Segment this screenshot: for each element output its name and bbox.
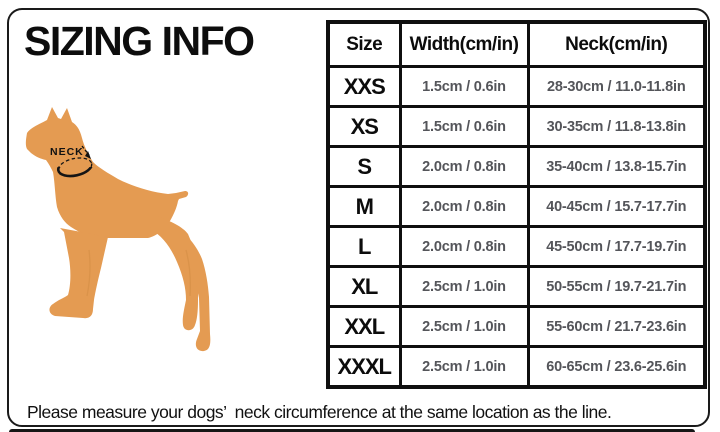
width-cell: 2.5cm / 1.0in bbox=[398, 345, 530, 389]
table-row: XXL 2.5cm / 1.0in 55-60cm / 21.7-23.6in bbox=[326, 305, 707, 348]
header-cell-neck: Neck(cm/in) bbox=[526, 20, 707, 68]
width-cell: 2.0cm / 0.8in bbox=[398, 145, 530, 188]
size-cell: S bbox=[326, 145, 402, 188]
size-cell: M bbox=[326, 185, 402, 228]
table-row: XL 2.5cm / 1.0in 50-55cm / 19.7-21.7in bbox=[326, 265, 707, 308]
collar-line-dashed bbox=[57, 157, 93, 167]
page-title: SIZING INFO bbox=[24, 18, 255, 64]
table-row: XXXL 2.5cm / 1.0in 60-65cm / 23.6-25.6in bbox=[326, 345, 707, 389]
neck-arrow-head bbox=[85, 151, 91, 159]
width-cell: 2.5cm / 1.0in bbox=[398, 305, 530, 348]
table-row: M 2.0cm / 0.8in 40-45cm / 15.7-17.7in bbox=[326, 185, 707, 228]
neck-cell: 40-45cm / 15.7-17.7in bbox=[526, 185, 707, 228]
table-row: S 2.0cm / 0.8in 35-40cm / 13.8-15.7in bbox=[326, 145, 707, 188]
neck-cell: 55-60cm / 21.7-23.6in bbox=[526, 305, 707, 348]
dog-illustration: NECK bbox=[20, 100, 230, 355]
dog-hind-leg-far bbox=[161, 222, 211, 352]
bottom-divider-bar bbox=[9, 429, 695, 432]
size-cell: L bbox=[326, 225, 402, 268]
width-cell: 2.5cm / 1.0in bbox=[398, 265, 530, 308]
width-cell: 2.0cm / 0.8in bbox=[398, 185, 530, 228]
size-cell: XXXL bbox=[326, 345, 402, 389]
size-cell: XXL bbox=[326, 305, 402, 348]
collar-line-solid bbox=[56, 167, 94, 178]
dog-svg: NECK bbox=[25, 107, 211, 352]
size-cell: XS bbox=[326, 105, 402, 148]
header-cell-width: Width(cm/in) bbox=[398, 20, 530, 68]
dog-front-leg bbox=[49, 228, 108, 319]
table-row: XXS 1.5cm / 0.6in 28-30cm / 11.0-11.8in bbox=[326, 65, 707, 108]
table-row: XS 1.5cm / 0.6in 30-35cm / 11.8-13.8in bbox=[326, 105, 707, 148]
neck-cell: 30-35cm / 11.8-13.8in bbox=[526, 105, 707, 148]
neck-cell: 45-50cm / 17.7-19.7in bbox=[526, 225, 707, 268]
hind-leg-seam bbox=[185, 249, 192, 297]
neck-arrow-line bbox=[81, 145, 90, 156]
width-cell: 2.0cm / 0.8in bbox=[398, 225, 530, 268]
table-row: L 2.0cm / 0.8in 45-50cm / 17.7-19.7in bbox=[326, 225, 707, 268]
neck-cell: 35-40cm / 13.8-15.7in bbox=[526, 145, 707, 188]
dog-silhouette bbox=[25, 107, 189, 238]
front-leg-seam bbox=[86, 249, 91, 297]
neck-cell: 60-65cm / 23.6-25.6in bbox=[526, 345, 707, 389]
card-border bbox=[7, 8, 710, 427]
neck-label: NECK bbox=[50, 146, 84, 158]
size-cell: XXS bbox=[326, 65, 402, 108]
neck-cell: 50-55cm / 19.7-21.7in bbox=[526, 265, 707, 308]
width-cell: 1.5cm / 0.6in bbox=[398, 65, 530, 108]
width-cell: 1.5cm / 0.6in bbox=[398, 105, 530, 148]
size-cell: XL bbox=[326, 265, 402, 308]
measurement-note: Please measure your dogs’ neck circumfer… bbox=[27, 402, 612, 422]
size-table: Size Width(cm/in) Neck(cm/in) XXS 1.5cm … bbox=[326, 20, 707, 389]
header-cell-size: Size bbox=[326, 20, 402, 68]
neck-cell: 28-30cm / 11.0-11.8in bbox=[526, 65, 707, 108]
table-header-row: Size Width(cm/in) Neck(cm/in) bbox=[326, 20, 707, 68]
